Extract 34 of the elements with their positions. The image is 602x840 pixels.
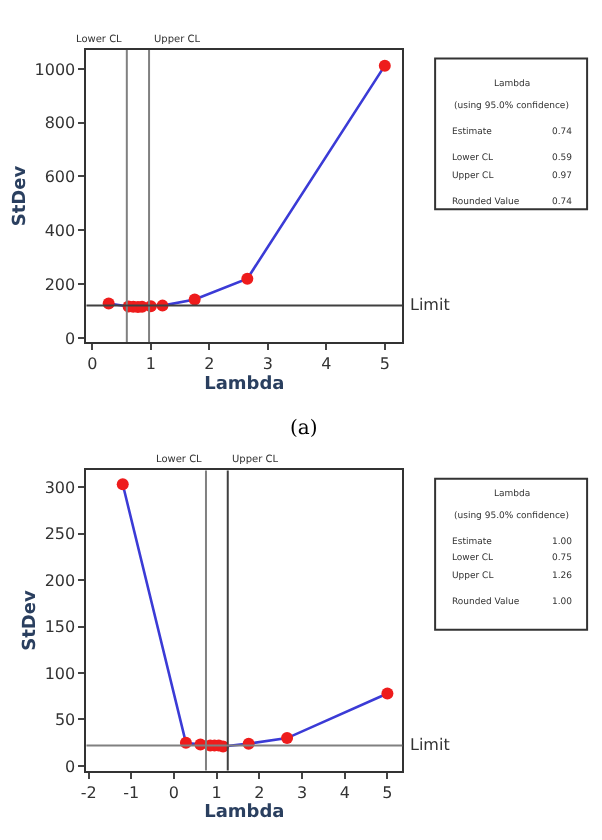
x-tick-label: 4 (321, 355, 332, 374)
x-axis-title: Lambda (204, 374, 285, 395)
y-axis-title: StDev (21, 590, 42, 651)
x-tick-label: 2 (204, 355, 215, 374)
x-tick-label: 1 (211, 783, 222, 802)
y-tick-label: 1000 (34, 60, 76, 79)
x-tick-label: -1 (123, 783, 140, 802)
y-tick-label: 0 (65, 329, 76, 348)
y-tick-label: 800 (44, 114, 76, 133)
x-tick-label: 3 (262, 355, 273, 374)
y-tick-label: 100 (44, 664, 76, 683)
x-tick-label: 5 (382, 783, 393, 802)
ref-line-label: Limit (410, 296, 450, 314)
y-tick-label: 400 (44, 221, 76, 240)
x-tick-label: 2 (254, 783, 265, 802)
y-tick-label: 150 (44, 618, 76, 637)
ref-line-label: Limit (410, 736, 450, 754)
x-tick-label: 5 (379, 355, 390, 374)
text: (a) (290, 418, 318, 440)
y-tick-label: 250 (44, 525, 76, 544)
y-tick-label: 200 (44, 275, 76, 294)
x-tick-label: -2 (80, 783, 97, 802)
y-tick-label: 50 (54, 711, 76, 730)
x-tick-label: 0 (87, 355, 98, 374)
x-tick-label: 0 (168, 783, 180, 802)
y-tick-label: 600 (44, 168, 76, 187)
x-tick-label: 3 (296, 783, 308, 802)
y-tick-label: 300 (44, 478, 76, 497)
x-axis-title: Lambda (204, 803, 285, 824)
y-tick-label: 0 (65, 757, 76, 776)
x-tick-label: 4 (339, 783, 350, 802)
y-axis-title: StDev (11, 165, 32, 227)
x-tick-label: 1 (145, 355, 156, 374)
y-tick-label: 200 (44, 571, 76, 590)
